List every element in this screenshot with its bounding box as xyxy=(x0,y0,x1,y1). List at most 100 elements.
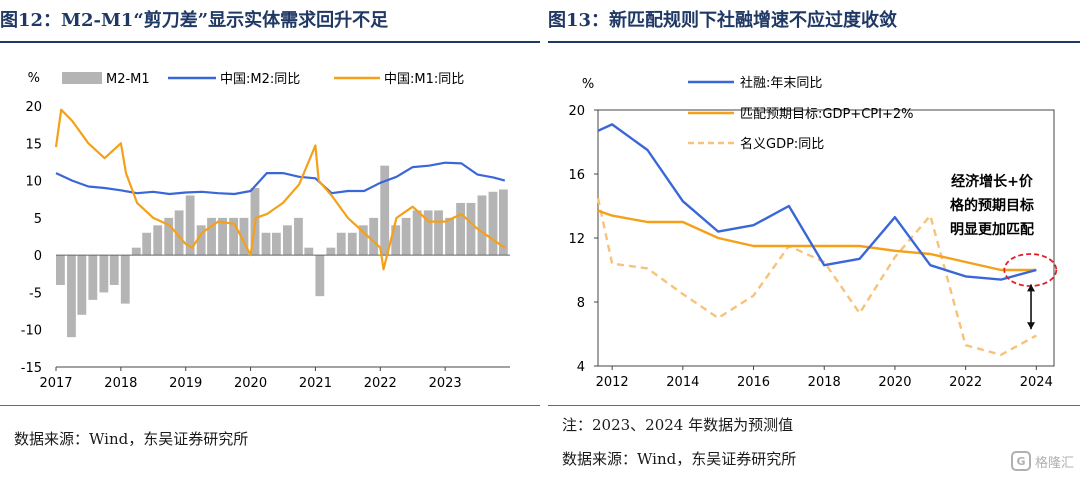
left-x-tick-label: 2022 xyxy=(364,376,397,391)
m2-m1-bar xyxy=(304,247,314,256)
m2-m1-bar xyxy=(196,225,206,256)
right-unit-label: % xyxy=(582,77,594,92)
legend-label-m2: 中国:M2:同比 xyxy=(220,72,300,87)
m2-m1-bar xyxy=(109,255,119,285)
left-x-tick-label: 2021 xyxy=(299,376,332,391)
right-x-tick-label: 2020 xyxy=(878,375,911,390)
m2-m1-bar xyxy=(142,232,152,256)
m2-m1-bar xyxy=(445,217,454,256)
right-x-tick-label: 2018 xyxy=(808,375,841,390)
m2-m1-bar xyxy=(412,210,422,256)
m2-m1-bar xyxy=(456,202,465,256)
m2-m1-bar xyxy=(239,217,249,256)
left-x-tick-label: 2020 xyxy=(234,376,267,391)
matched-target-line xyxy=(597,209,1037,272)
m2-m1-bar xyxy=(99,255,109,293)
m2-m1-bar xyxy=(380,165,390,256)
m2-yoy-line xyxy=(55,161,506,196)
m2-m1-bar xyxy=(315,255,325,297)
right-x-tick-label: 2014 xyxy=(666,375,699,390)
m2-m1-bar xyxy=(358,225,368,256)
legend-swatch-m2-m1 xyxy=(62,72,102,84)
left-y-tick-label: 20 xyxy=(25,100,42,115)
right-footer-rule xyxy=(548,405,1080,406)
left-legend: M2-M1 中国:M2:同比 中国:M1:同比 xyxy=(62,72,464,87)
annotation-line: 经济增长+价 xyxy=(951,173,1034,190)
m2-m1-bar xyxy=(271,232,281,256)
right-x-tick-label: 2022 xyxy=(949,375,982,390)
m2-m1-bar xyxy=(77,255,87,315)
m1-yoy-line xyxy=(54,108,506,271)
left-unit-label: % xyxy=(28,71,40,86)
left-chart: % M2-M1 中国:M2:同比 中国:M1:同比-15-10-50510152020… xyxy=(21,71,510,391)
legend-label-m1: 中国:M1:同比 xyxy=(384,72,464,87)
m2-m1-bar xyxy=(120,255,130,304)
left-y-tick-label: 15 xyxy=(25,137,42,152)
m2-m1-bar xyxy=(88,255,98,300)
legend-label-0: 社融:年末同比 xyxy=(740,75,822,91)
right-x-tick-label: 2012 xyxy=(596,375,629,390)
left-footer-rule xyxy=(0,405,540,406)
m2-m1-bar xyxy=(294,217,303,256)
gap-arrow-head-up xyxy=(1027,284,1036,292)
right-forecast-note: 注：2023、2024 年数据为预测值 xyxy=(562,416,794,434)
right-x-tick-label: 2024 xyxy=(1020,375,1053,390)
right-title-rule xyxy=(548,41,1080,43)
m2-m1-bar xyxy=(131,247,141,256)
annotation-line: 明显更加匹配 xyxy=(950,222,1034,238)
left-figure: 图12：M2-M1“剪刀差”显示实体需求回升不足 % M2-M1 中国:M2:同比 中… xyxy=(0,10,540,448)
annotation-line: 格的预期目标 xyxy=(950,197,1034,214)
gap-arrow-head-down xyxy=(1027,322,1036,330)
m2-m1-bar xyxy=(218,217,227,256)
m2-m1-bar xyxy=(434,210,443,256)
legend-label-m2-m1: M2-M1 xyxy=(106,72,150,87)
legend-label-1: 匹配预期目标:GDP+CPI+2% xyxy=(740,107,913,122)
right-y-tick-label: 4 xyxy=(577,360,585,375)
m2-m1-bar xyxy=(466,202,476,256)
m2-m1-bar xyxy=(401,217,411,256)
right-figure: 图13：新匹配规则下社融增速不应过度收敛 % 社融:年末同比匹配预期目标:GDP+… xyxy=(548,0,1080,478)
m2-m1-bar xyxy=(56,255,65,285)
right-source-note: 数据来源：Wind，东吴证券研究所 xyxy=(562,450,797,468)
m2-m1-bar xyxy=(488,191,498,256)
m2-m1-bar xyxy=(423,210,433,256)
m2-m1-bar xyxy=(67,255,76,338)
m2-m1-bar xyxy=(498,189,508,256)
watermark-text: 格隆汇 xyxy=(1034,455,1074,471)
m2-m1-bar xyxy=(336,232,346,256)
left-x-tick-label: 2018 xyxy=(104,376,137,391)
left-bars xyxy=(56,165,508,338)
m2-m1-bar xyxy=(283,225,292,256)
left-title-rule xyxy=(0,41,540,43)
right-y-tick-label: 12 xyxy=(568,232,585,247)
left-source-note: 数据来源：Wind，东吴证券研究所 xyxy=(14,430,249,448)
right-plot-frame xyxy=(597,109,1055,367)
watermark: G 格隆汇 xyxy=(1010,448,1074,474)
right-figure-title: 图13：新匹配规则下社融增速不应过度收敛 xyxy=(548,10,898,31)
left-figure-title: 图12：M2-M1“剪刀差”显示实体需求回升不足 xyxy=(0,10,389,31)
m2-m1-bar xyxy=(174,210,184,256)
m2-m1-bar xyxy=(326,247,336,256)
m2-m1-bar xyxy=(261,232,271,256)
m2-m1-bar xyxy=(347,232,357,256)
social-financing-line xyxy=(597,123,1037,281)
left-y-tick-label: 5 xyxy=(34,212,42,227)
right-x-tick-label: 2016 xyxy=(737,375,770,390)
left-x-tick-label: 2019 xyxy=(169,376,202,391)
m2-m1-bar xyxy=(153,225,163,256)
m2-m1-bar xyxy=(391,225,401,256)
left-y-tick-label: -5 xyxy=(29,286,42,301)
legend-label-2: 名义GDP:同比 xyxy=(740,136,824,152)
right-y-tick-label: 20 xyxy=(568,104,585,119)
m2-m1-bar xyxy=(185,195,195,256)
m2-m1-bar xyxy=(164,217,174,256)
right-y-tick-label: 8 xyxy=(577,296,585,311)
left-y-tick-label: -10 xyxy=(21,324,42,339)
nominal-gdp-line xyxy=(596,197,1037,356)
left-y-tick-label: -15 xyxy=(21,361,42,376)
left-y-tick-label: 0 xyxy=(34,249,42,264)
left-x-tick-label: 2017 xyxy=(39,376,72,391)
left-x-tick-label: 2023 xyxy=(429,376,462,391)
